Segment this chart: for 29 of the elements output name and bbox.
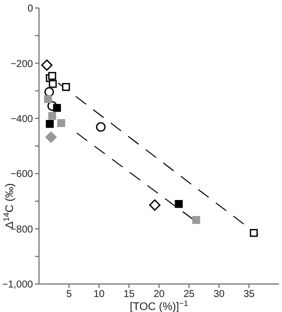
point <box>250 228 258 237</box>
x-tick-label: 15 <box>123 289 135 300</box>
x-tick-label: 20 <box>153 289 165 300</box>
point <box>45 132 57 143</box>
point <box>62 82 70 91</box>
point <box>174 200 183 208</box>
y-tick-label: −200 <box>10 58 34 70</box>
x-tick-label: 35 <box>243 289 255 300</box>
point <box>41 59 52 71</box>
point <box>48 72 56 80</box>
y-tick-label: −400 <box>10 114 34 125</box>
point <box>96 122 106 132</box>
point <box>149 199 160 211</box>
x-tick-label: 30 <box>213 289 225 300</box>
point <box>53 104 61 112</box>
point <box>44 95 52 104</box>
point <box>46 120 54 128</box>
y-tick-label: −600 <box>10 169 34 180</box>
x-tick-label: 5 <box>66 289 72 300</box>
y-tick-label: −800 <box>10 224 34 236</box>
x-axis-title: [TOC (%)]$^{−1}$ <box>130 298 189 312</box>
x-tick-label: 25 <box>183 289 195 300</box>
point <box>48 112 56 120</box>
y-tick-label: 0 <box>27 4 34 15</box>
point <box>57 119 66 128</box>
point <box>48 80 57 88</box>
x-tick-label: 10 <box>93 289 105 300</box>
point <box>192 216 200 224</box>
y-tick-label: −1,000 <box>2 280 34 291</box>
